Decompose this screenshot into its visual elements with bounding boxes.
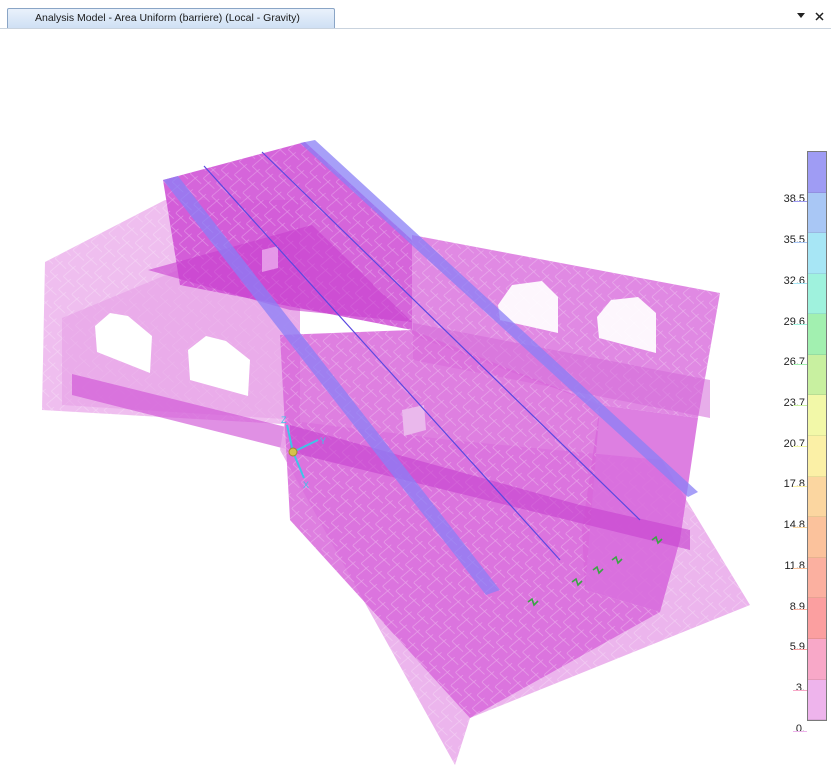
legend-tick <box>793 364 807 366</box>
legend-tick <box>793 282 807 284</box>
left-beam-band <box>72 374 290 450</box>
legend-swatch <box>808 476 826 518</box>
legend-label: 32.6 <box>783 274 805 287</box>
legend-tick <box>793 445 807 447</box>
legend-label: 8.9 <box>789 600 805 613</box>
legend-swatch <box>808 192 826 234</box>
legend-tick <box>793 242 807 244</box>
axis-y-label: Y <box>320 436 326 446</box>
axis-z-label: Z <box>281 415 287 425</box>
legend-tick <box>793 404 807 406</box>
legend-label: 26.7 <box>783 356 805 369</box>
legend-swatch <box>808 233 826 274</box>
legend-label: 11.8 <box>784 559 805 572</box>
chevron-down-icon[interactable] <box>795 9 807 23</box>
legend-swatch <box>808 436 826 477</box>
legend-label: 35.5 <box>783 234 805 247</box>
legend-label: 3. <box>795 681 805 694</box>
legend-tick <box>793 527 807 529</box>
legend-swatch <box>808 598 826 639</box>
legend-label: 29.6 <box>783 315 805 328</box>
legend-tick <box>793 567 807 569</box>
axis-x-label: X <box>303 480 309 490</box>
legend-swatch <box>808 314 826 355</box>
legend-tick <box>793 323 807 325</box>
axis-triad: Y Z X <box>281 415 326 490</box>
legend-swatch <box>808 557 826 599</box>
legend-label: 20.7 <box>783 437 805 450</box>
legend-swatch <box>808 354 826 396</box>
legend-swatch <box>808 395 826 437</box>
legend-tick <box>793 649 807 651</box>
support-markers <box>527 535 663 607</box>
left-window-1 <box>95 313 152 373</box>
view-tab-label: Analysis Model - Area Uniform (barriere)… <box>35 12 300 24</box>
right-window-2 <box>597 297 656 353</box>
diagonal-beams <box>163 140 698 595</box>
legend-tick <box>793 730 807 732</box>
legend-label: 0. <box>795 722 805 735</box>
legend-color-bar <box>807 151 827 721</box>
model-canvas[interactable]: Y Z X <box>0 29 831 767</box>
small-opening <box>402 405 426 436</box>
title-bar: Analysis Model - Area Uniform (barriere)… <box>0 0 831 29</box>
legend-swatch <box>808 679 826 721</box>
right-window-1 <box>498 281 558 333</box>
contour-legend: 38.5 35.5 32.6 29.6 26.7 23.7 20.7 17.8 14.8 11.8… <box>745 151 827 735</box>
legend-label: 23.7 <box>783 396 805 409</box>
legend-swatch <box>808 517 826 558</box>
window-controls <box>795 9 825 23</box>
legend-tick <box>793 689 807 691</box>
right-pier <box>582 405 698 612</box>
legend-swatch <box>808 273 826 315</box>
legend-swatch <box>808 638 826 680</box>
legend-label: 14.8 <box>783 519 805 532</box>
left-window-2 <box>188 336 250 396</box>
legend-tick <box>793 201 807 203</box>
legend-tick <box>793 486 807 488</box>
view-tab[interactable]: Analysis Model - Area Uniform (barriere)… <box>7 8 335 28</box>
legend-swatch <box>808 152 826 193</box>
legend-label: 17.8 <box>783 478 805 491</box>
legend-label: 5.9 <box>789 641 805 654</box>
legend-tick <box>793 608 807 610</box>
close-icon[interactable] <box>813 9 825 23</box>
main-wall <box>280 330 660 718</box>
model-viewport[interactable]: Y Z X <box>0 29 831 767</box>
legend-label: 38.5 <box>783 193 805 206</box>
